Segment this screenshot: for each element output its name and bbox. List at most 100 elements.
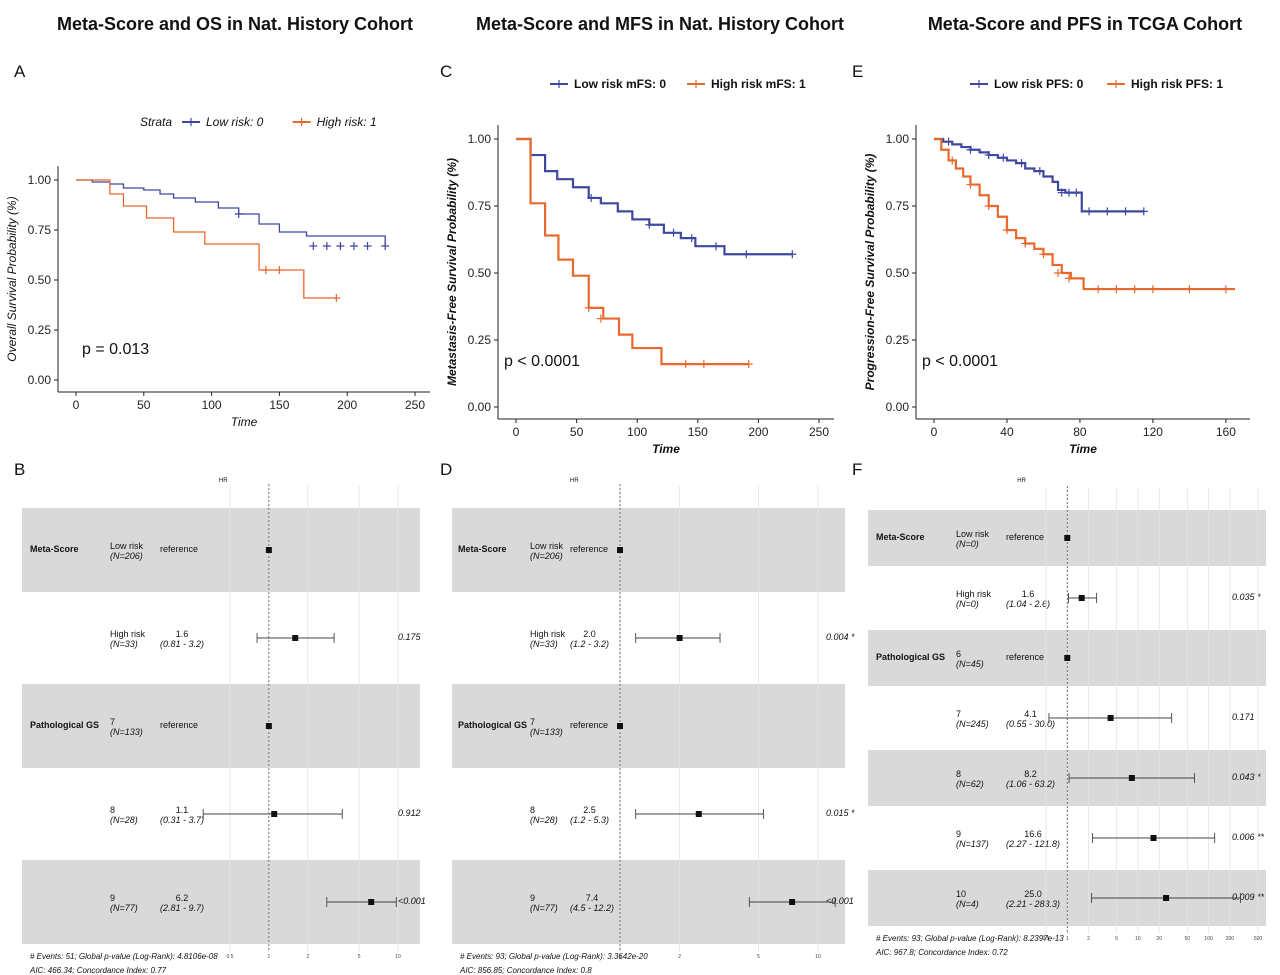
x-tick-label: 100	[627, 425, 647, 439]
level-count: (N=206)	[110, 551, 143, 561]
axis-tick-label: 5	[1115, 936, 1118, 942]
x-tick-label: 40	[1000, 425, 1014, 439]
y-tick-label: 0.75	[468, 199, 492, 213]
hr-point	[1064, 655, 1071, 661]
level-label: 7 (N=133)	[530, 717, 563, 737]
title-mfs: Meta-Score and MFS in Nat. History Cohor…	[475, 14, 845, 34]
level-label: 7 (N=133)	[110, 717, 143, 737]
axis-tick-label: 2	[678, 954, 681, 960]
x-tick-label: 250	[405, 398, 425, 412]
censor-mark	[596, 314, 605, 323]
estimate-value: 1.6	[175, 629, 189, 639]
level-name: 8	[110, 805, 116, 815]
censor-mark	[1121, 207, 1130, 216]
level-label: 6 (N=45)	[956, 649, 984, 669]
panel-label-b: B	[14, 460, 26, 479]
legend-high-risk: High risk: 1	[317, 115, 377, 129]
y-tick-label: 0.00	[468, 400, 492, 414]
level-count: (N=77)	[530, 903, 558, 913]
censor-mark	[1148, 285, 1157, 294]
forest-marks: 0.5 1 2 5 10 20 50 100 200 500	[1043, 486, 1262, 942]
p-value-label: <0.001	[826, 896, 854, 906]
censor-mark	[584, 303, 593, 312]
hr-point	[271, 811, 278, 817]
hr-header: HR	[218, 478, 228, 484]
censor-mark	[687, 234, 696, 243]
hr-header: HR	[1017, 478, 1026, 484]
axis-tick-label: 500	[1254, 936, 1263, 942]
hr-point	[265, 723, 272, 729]
y-tick-label: 0.50	[468, 266, 492, 280]
x-tick-label: 250	[809, 425, 829, 439]
x-tick-label: 200	[337, 398, 357, 412]
p-value-label: 0.035 *	[1232, 592, 1261, 602]
level-name: 7	[956, 709, 962, 719]
x-tick-label: 150	[269, 398, 289, 412]
censor-mark	[1035, 167, 1044, 176]
estimate-label: 2.5 (1.2 - 5.3)	[570, 805, 609, 825]
hr-point	[1163, 895, 1170, 901]
estimate-value: 16.6	[1024, 829, 1042, 839]
hr-point	[1064, 535, 1071, 541]
censor-mark	[332, 294, 341, 302]
axis-tick-label: 2	[306, 954, 309, 960]
censor-mark	[966, 145, 975, 154]
hr-point	[676, 635, 683, 641]
estimate-ci: (2.21 - 283.3)	[1006, 899, 1061, 909]
legend-low-risk: Low risk mFS: 0	[574, 77, 666, 91]
level-label: High risk (N=33)	[110, 629, 145, 649]
axis-tick-label: 0.5	[1043, 936, 1050, 942]
axis-tick-label: 10	[395, 954, 401, 960]
forest-plot-d: HR Meta-Score Low risk (N=206) reference High…	[450, 478, 860, 975]
estimate-value: reference	[1006, 532, 1045, 542]
x-tick-label: 200	[748, 425, 768, 439]
survival-curve-high-risk	[76, 179, 337, 299]
axis-tick-label: 1	[1066, 936, 1069, 942]
censor-mark	[234, 210, 243, 218]
level-count: (N=0)	[956, 539, 979, 549]
p-value-label: 0.009 **	[1232, 892, 1265, 902]
censor-mark	[381, 242, 390, 250]
p-value-label: 0.171	[1232, 712, 1255, 722]
survival-curve-low-risk	[934, 137, 1144, 213]
axis-tick-label: 200	[1226, 936, 1235, 942]
hr-point	[265, 547, 272, 553]
level-count: (N=28)	[530, 815, 558, 825]
level-name: 10	[956, 889, 967, 899]
row-band	[22, 684, 420, 768]
hr-point	[789, 899, 796, 905]
estimate-label: reference	[1006, 652, 1044, 662]
p-value-label: p < 0.0001	[922, 353, 998, 370]
censor-mark	[944, 137, 953, 146]
axis-tick-label: 5	[757, 954, 760, 960]
y-tick-label: 0.50	[886, 266, 910, 280]
censor-mark	[744, 360, 753, 369]
estimate-ci: (1.2 - 3.2)	[570, 639, 610, 649]
variable-label: Meta-Score	[30, 544, 79, 554]
variable-label: Meta-Score	[458, 544, 507, 554]
footer-aic: AIC: 967.8; Concordance Index: 0.72	[876, 948, 1008, 957]
title-pfs: Meta-Score and PFS in TCGA Cohort	[927, 14, 1243, 34]
censor-mark	[363, 242, 372, 250]
legend-title: Strata	[140, 115, 172, 129]
level-label: 9 (N=137)	[956, 829, 989, 849]
y-axis-title: Metastasis-Free Survival Probability (%)	[445, 158, 459, 386]
level-label: 7 (N=245)	[956, 709, 989, 729]
estimate-ci: (0.55 - 30.0)	[1006, 719, 1056, 729]
level-count: (N=133)	[110, 727, 143, 737]
axis-tick-label: 20	[1156, 936, 1162, 942]
estimate-label: 1.6 (0.81 - 3.2)	[160, 629, 204, 649]
censor-mark	[1221, 285, 1230, 294]
estimate-ci: (0.81 - 3.2)	[160, 639, 205, 649]
hr-header: HR	[570, 478, 579, 484]
censor-mark	[1002, 226, 1011, 235]
y-tick-label: 1.00	[28, 173, 52, 187]
estimate-ci: (4.5 - 12.2)	[570, 903, 615, 913]
level-name: 7	[530, 717, 536, 727]
censor-mark	[309, 242, 318, 250]
hr-point	[1150, 835, 1157, 841]
censor-mark	[587, 193, 596, 202]
level-name: 8	[956, 769, 962, 779]
axis-tick-label: 10	[815, 954, 821, 960]
level-name: 7	[110, 717, 116, 727]
